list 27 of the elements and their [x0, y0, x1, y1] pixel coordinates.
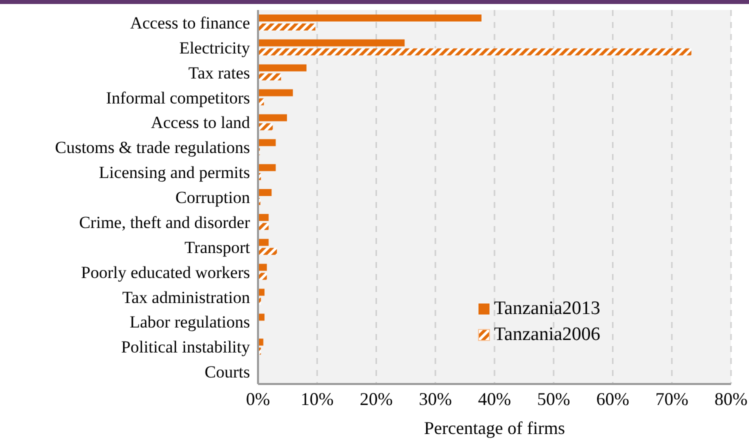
- x-tick-label: 10%: [300, 388, 334, 409]
- y-tick-label: Transport: [184, 238, 250, 257]
- y-tick-label: Courts: [204, 362, 250, 382]
- y-tick-label: Customs & trade regulations: [54, 138, 250, 158]
- legend-label: Tanzania2013: [494, 298, 600, 320]
- y-tick-label: Political instability: [121, 338, 250, 357]
- y-tick-label: Corruption: [175, 188, 250, 208]
- x-tick-label: 80%: [714, 388, 748, 409]
- y-tick-label: Licensing and permits: [98, 163, 250, 182]
- y-tick-label: Labor regulations: [130, 312, 250, 332]
- legend-label: Tanzania2006: [494, 324, 600, 346]
- y-tick-label: Access to finance: [130, 14, 250, 32]
- y-tick-label: Tax rates: [188, 63, 250, 82]
- x-tick-label: 30%: [418, 388, 452, 409]
- y-tick-label: Crime, theft and disorder: [79, 212, 250, 232]
- y-tick-label: Poorly educated workers: [80, 262, 250, 282]
- x-tick-label: 20%: [360, 388, 393, 409]
- x-tick-label: 40%: [478, 388, 511, 409]
- x-tick-label: 70%: [655, 388, 688, 409]
- x-tick-label: 50%: [537, 388, 570, 409]
- x-tick-label: 60%: [596, 388, 630, 409]
- x-tick-label: 0%: [246, 388, 270, 409]
- y-tick-label: Access to land: [150, 113, 250, 132]
- y-tick-label: Tax administration: [122, 288, 250, 307]
- y-tick-label: Electricity: [179, 38, 250, 58]
- y-tick-label: Informal competitors: [106, 88, 250, 108]
- x-axis-title: Percentage of firms: [424, 418, 565, 438]
